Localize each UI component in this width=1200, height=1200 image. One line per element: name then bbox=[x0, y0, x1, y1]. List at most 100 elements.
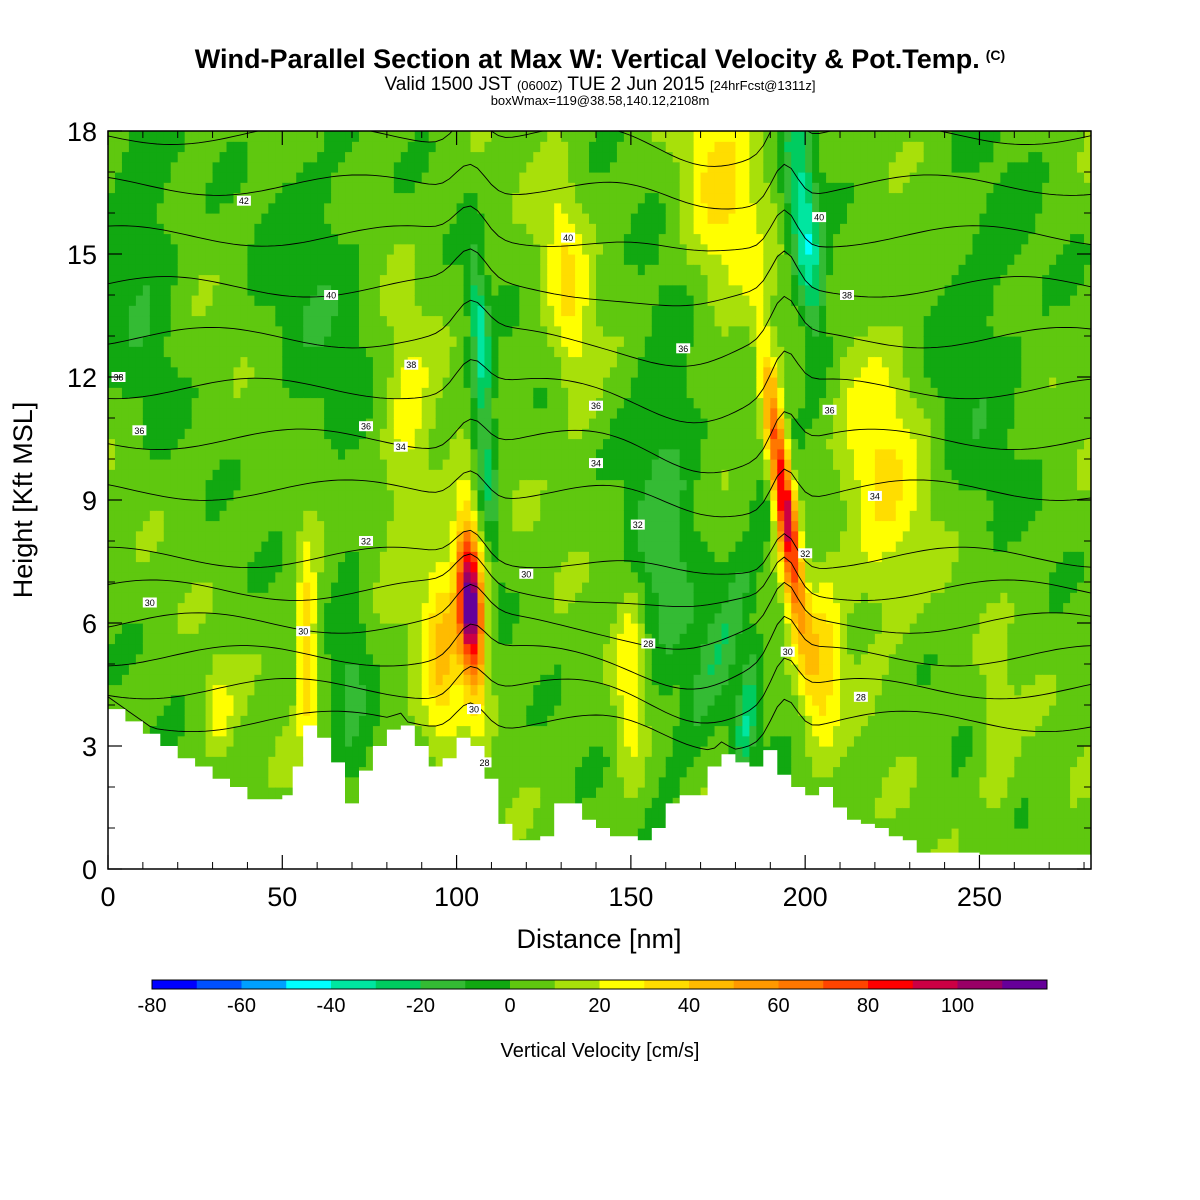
w-cell bbox=[226, 459, 235, 470]
w-cell bbox=[219, 274, 228, 286]
w-cell bbox=[296, 305, 304, 317]
w-cell bbox=[505, 141, 513, 153]
w-cell bbox=[324, 295, 332, 306]
w-cell bbox=[156, 612, 165, 624]
w-cell bbox=[554, 664, 562, 675]
w-cell bbox=[568, 787, 576, 798]
w-cell bbox=[331, 356, 339, 368]
w-cell bbox=[198, 131, 207, 142]
w-cell bbox=[400, 274, 409, 286]
w-cell bbox=[400, 705, 409, 716]
w-cell bbox=[331, 643, 339, 655]
w-cell bbox=[261, 274, 269, 286]
w-cell bbox=[170, 684, 179, 696]
w-cell bbox=[121, 387, 130, 399]
w-cell bbox=[352, 674, 360, 686]
w-cell bbox=[289, 192, 297, 204]
w-cell bbox=[184, 684, 193, 696]
w-cell bbox=[512, 254, 520, 265]
w-cell bbox=[268, 336, 276, 347]
w-cell bbox=[547, 766, 555, 778]
w-cell bbox=[324, 551, 332, 563]
w-cell bbox=[498, 428, 506, 440]
w-cell bbox=[582, 664, 590, 675]
w-cell bbox=[400, 510, 409, 522]
w-cell bbox=[491, 213, 500, 224]
w-cell bbox=[268, 151, 276, 163]
w-cell bbox=[491, 479, 500, 491]
w-cell bbox=[240, 633, 249, 645]
w-cell bbox=[393, 172, 402, 183]
w-cell bbox=[121, 653, 130, 665]
w-cell bbox=[331, 664, 339, 675]
w-cell bbox=[519, 746, 527, 757]
w-cell bbox=[261, 254, 269, 265]
w-cell bbox=[449, 510, 458, 522]
w-cell bbox=[338, 623, 346, 634]
w-cell bbox=[177, 551, 186, 563]
w-cell bbox=[393, 684, 402, 696]
w-cell bbox=[219, 192, 228, 204]
w-cell bbox=[435, 428, 444, 440]
w-cell bbox=[491, 571, 500, 583]
w-cell bbox=[372, 448, 381, 460]
w-cell bbox=[352, 213, 360, 224]
w-cell bbox=[296, 295, 304, 306]
w-cell bbox=[442, 633, 451, 645]
w-cell bbox=[177, 592, 186, 604]
w-cell bbox=[198, 664, 207, 675]
w-cell bbox=[407, 459, 416, 470]
w-cell bbox=[205, 479, 214, 491]
w-cell bbox=[386, 325, 395, 337]
w-cell bbox=[108, 223, 116, 235]
w-cell bbox=[268, 674, 276, 686]
w-cell bbox=[498, 315, 506, 327]
w-cell bbox=[491, 592, 500, 604]
w-cell bbox=[282, 633, 290, 645]
w-cell bbox=[121, 633, 130, 645]
w-cell bbox=[463, 305, 472, 317]
w-cell bbox=[428, 530, 437, 542]
w-cell bbox=[540, 407, 548, 419]
w-cell bbox=[449, 623, 458, 634]
w-cell bbox=[477, 336, 486, 347]
w-cell bbox=[289, 325, 297, 337]
w-cell bbox=[233, 418, 242, 429]
w-cell bbox=[505, 582, 513, 593]
w-cell bbox=[547, 756, 555, 768]
w-cell bbox=[198, 746, 207, 757]
w-cell bbox=[533, 213, 541, 224]
w-cell bbox=[393, 428, 402, 440]
w-cell bbox=[317, 161, 325, 173]
w-cell bbox=[128, 705, 137, 716]
w-cell bbox=[261, 520, 269, 532]
w-cell bbox=[156, 592, 165, 604]
w-cell bbox=[379, 254, 388, 265]
w-cell bbox=[345, 653, 353, 665]
w-cell bbox=[547, 325, 555, 337]
w-cell bbox=[365, 664, 374, 675]
w-cell bbox=[435, 387, 444, 399]
w-cell bbox=[421, 541, 430, 552]
w-cell bbox=[442, 612, 451, 624]
w-cell bbox=[407, 438, 416, 450]
w-cell bbox=[470, 684, 479, 696]
w-cell bbox=[561, 131, 569, 142]
w-cell bbox=[184, 202, 193, 214]
w-cell bbox=[386, 520, 395, 532]
w-cell bbox=[282, 561, 290, 573]
w-cell bbox=[177, 674, 186, 686]
w-cell bbox=[414, 192, 423, 204]
w-cell bbox=[414, 172, 423, 183]
w-cell bbox=[393, 274, 402, 286]
w-cell bbox=[135, 254, 144, 265]
w-cell bbox=[317, 623, 325, 634]
w-cell bbox=[275, 623, 283, 634]
w-cell bbox=[449, 172, 458, 183]
w-cell bbox=[156, 530, 165, 542]
w-cell bbox=[484, 151, 493, 163]
w-cell bbox=[142, 469, 151, 481]
w-cell bbox=[121, 233, 130, 245]
w-cell bbox=[533, 592, 541, 604]
w-cell bbox=[191, 756, 200, 768]
